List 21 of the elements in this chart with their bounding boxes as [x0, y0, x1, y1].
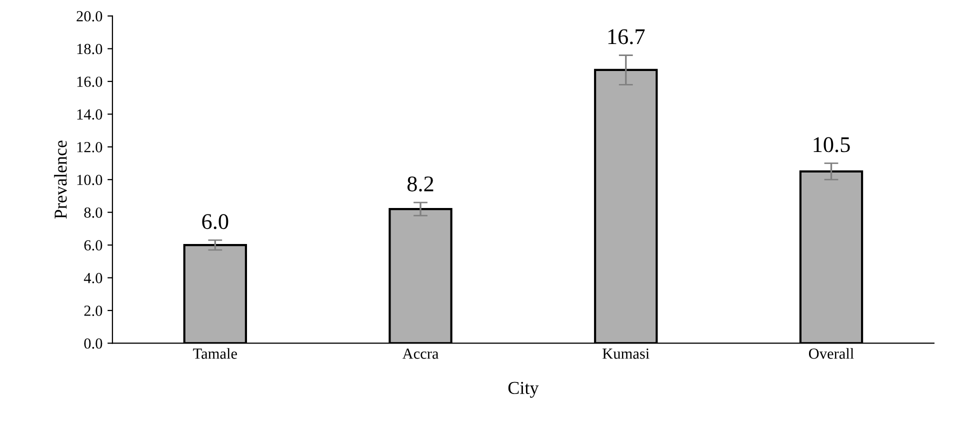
data-label: 6.0 [202, 214, 228, 230]
y-axis-title: Prevalence [54, 140, 67, 219]
x-axis-title: City [508, 382, 539, 398]
data-label: 10.5 [814, 137, 850, 152]
y-tick-label: 12.0 [77, 142, 102, 152]
y-tick-label: 16.0 [77, 76, 102, 87]
y-tick-label: 10.0 [77, 174, 102, 186]
x-tick-label: Accra [402, 348, 439, 359]
y-tick-label: 8.0 [84, 207, 102, 218]
y-tick-label: 2.0 [84, 306, 102, 316]
x-tick-label: Kumasi [602, 348, 650, 359]
data-label: 8.2 [407, 176, 434, 192]
y-tick-label: 18.0 [77, 44, 102, 54]
y-tick-label: 4.0 [84, 272, 102, 284]
y-tick-label: 6.0 [84, 240, 102, 251]
y-tick-label: 0.0 [84, 338, 102, 349]
x-tick-label: Tamale [193, 348, 237, 359]
x-tick-label: Overall [808, 348, 854, 359]
data-label: 16.7 [608, 29, 645, 44]
y-tick-label: 14.0 [77, 109, 102, 120]
y-tick-label: 20.0 [76, 11, 102, 22]
